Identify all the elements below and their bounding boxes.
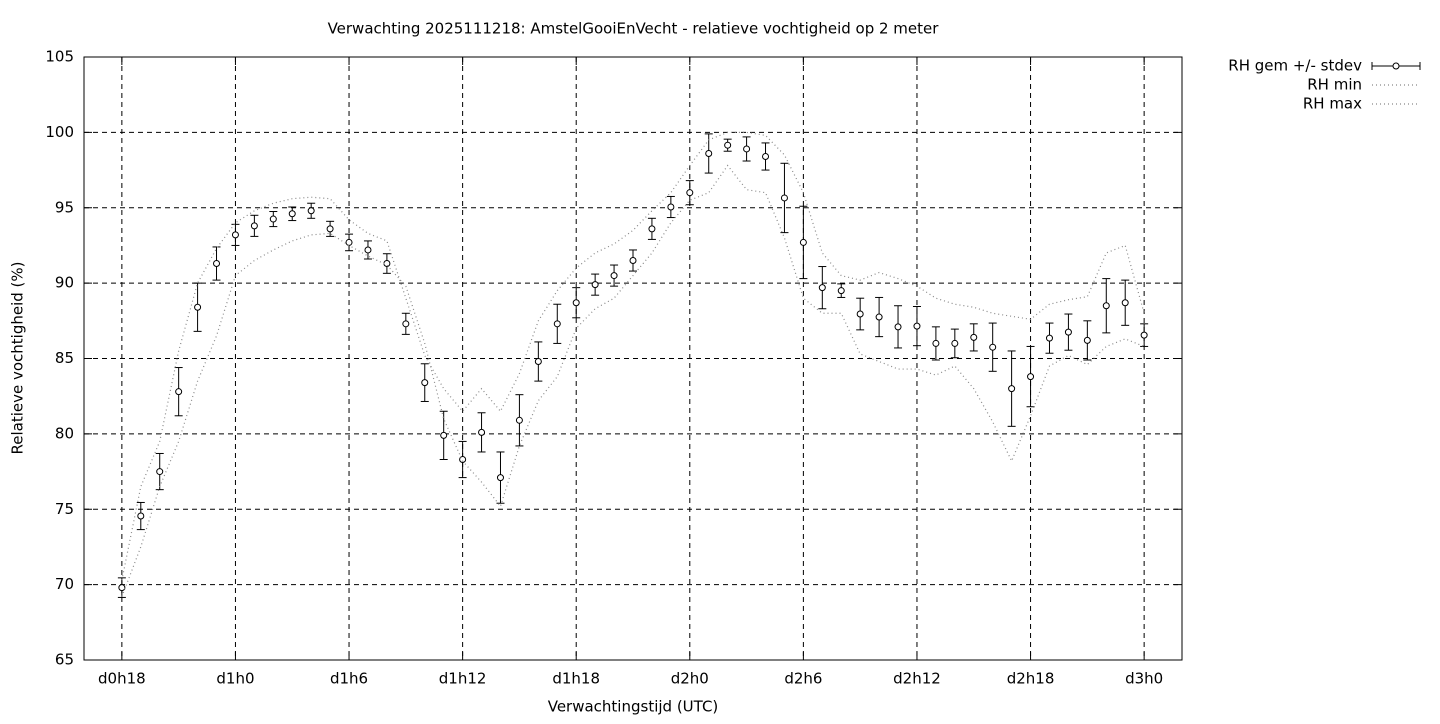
data-point — [326, 225, 334, 233]
data-point — [194, 303, 202, 311]
data-point — [269, 215, 277, 223]
data-point — [951, 339, 959, 347]
data-point — [118, 584, 126, 592]
data-point — [515, 416, 523, 424]
data-point — [156, 468, 164, 476]
y-axis-label: Relatieve vochtigheid (%) — [9, 261, 27, 454]
x-tick-label: d2h6 — [784, 670, 822, 688]
data-point — [213, 260, 221, 268]
y-tick-label: 95 — [55, 198, 74, 216]
data-point — [743, 145, 751, 153]
data-point — [231, 231, 239, 239]
data-point — [534, 358, 542, 366]
data-point — [496, 474, 504, 482]
data-point — [307, 207, 315, 215]
y-tick-label: 105 — [45, 48, 74, 66]
legend-label: RH min — [1307, 76, 1362, 94]
data-point — [1121, 299, 1129, 307]
x-tick-label: d2h12 — [893, 670, 941, 688]
data-point — [288, 210, 296, 218]
data-point — [591, 281, 599, 289]
data-point — [667, 203, 675, 211]
legend-label: RH gem +/- stdev — [1228, 57, 1362, 75]
data-point — [1102, 302, 1110, 310]
y-tick-label: 80 — [55, 424, 74, 442]
data-point — [894, 323, 902, 331]
x-tick-label: d2h18 — [1007, 670, 1055, 688]
data-point — [1064, 328, 1072, 336]
data-point — [1027, 373, 1035, 381]
y-tick-label: 75 — [55, 500, 74, 518]
data-point — [572, 299, 580, 307]
x-axis-label: Verwachtingstijd (UTC) — [548, 698, 719, 716]
x-tick-label: d1h6 — [330, 670, 368, 688]
data-point — [1140, 331, 1148, 339]
data-point — [648, 225, 656, 233]
x-tick-label: d1h0 — [216, 670, 254, 688]
data-point — [345, 238, 353, 246]
x-tick-label: d3h0 — [1125, 670, 1163, 688]
data-point — [780, 194, 788, 202]
data-point — [989, 343, 997, 351]
data-point — [440, 431, 448, 439]
y-tick-label: 65 — [55, 651, 74, 669]
data-point — [837, 287, 845, 295]
legend-label: RH max — [1303, 95, 1362, 113]
x-tick-label: d1h12 — [439, 670, 487, 688]
data-point — [478, 428, 486, 436]
data-point — [970, 333, 978, 341]
y-tick-label: 70 — [55, 575, 74, 593]
data-point — [629, 257, 637, 265]
data-point — [1008, 385, 1016, 393]
chart-title: Verwachting 2025111218: AmstelGooiEnVech… — [328, 20, 940, 38]
series-line — [121, 131, 1145, 581]
x-tick-label: d1h18 — [552, 670, 600, 688]
y-tick-label: 100 — [45, 123, 74, 141]
data-point — [762, 152, 770, 160]
y-tick-label: 85 — [55, 349, 74, 367]
data-point — [364, 246, 372, 254]
data-point — [1083, 336, 1091, 344]
legend-swatch — [1392, 62, 1400, 70]
data-point — [553, 320, 561, 328]
data-point — [402, 320, 410, 328]
data-point — [1045, 334, 1053, 342]
data-point — [724, 141, 732, 149]
data-point — [459, 456, 467, 464]
data-point — [818, 284, 826, 292]
data-point — [175, 388, 183, 396]
series-line — [121, 164, 1145, 597]
data-point — [799, 238, 807, 246]
data-point — [705, 149, 713, 157]
data-point — [421, 379, 429, 387]
x-tick-label: d0h18 — [98, 670, 146, 688]
data-point — [686, 189, 694, 197]
data-point — [913, 322, 921, 330]
data-point — [250, 222, 258, 230]
plot-border — [83, 56, 1183, 661]
data-point — [137, 512, 145, 520]
data-point — [932, 339, 940, 347]
data-point — [610, 272, 618, 280]
x-tick-label: d2h0 — [671, 670, 709, 688]
data-point — [875, 313, 883, 321]
y-tick-label: 90 — [55, 274, 74, 292]
data-point — [856, 310, 864, 318]
